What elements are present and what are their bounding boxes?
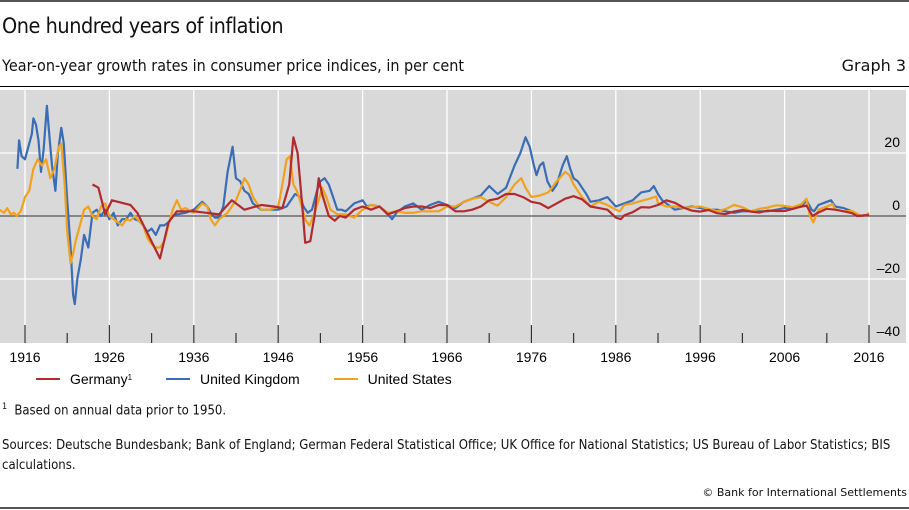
legend-footnote-marker: 1 (127, 372, 133, 382)
legend-label-united-kingdom: United Kingdom (200, 371, 300, 387)
y-tick-label: 20 (884, 134, 900, 150)
legend-item-germany: Germany 1 (36, 371, 132, 387)
legend-item-united-kingdom: United Kingdom (166, 371, 300, 387)
bottom-rule (0, 507, 909, 509)
series-line-united-states (0, 142, 870, 265)
legend-swatch-united-states (333, 378, 358, 380)
series-line-united-kingdom (16, 104, 870, 306)
x-tick-label: 1976 (516, 349, 547, 365)
header-rule (0, 86, 909, 87)
x-tick-label: 1936 (178, 349, 209, 365)
footnote: 1 Based on annual data prior to 1950. (2, 402, 226, 418)
x-tick-labels: 1916 1926 1936 1946 1956 1966 1976 1986 1996 2006… (9, 349, 884, 365)
x-tick-label: 1946 (263, 349, 294, 365)
sources-note: Sources: Deutsche Bundesbank; Bank of En… (2, 438, 891, 473)
y-tick-label: 0 (892, 197, 900, 213)
x-tick-label: 1966 (431, 349, 462, 365)
series-line-germany (91, 136, 870, 260)
y-tick-label: –40 (877, 323, 901, 339)
copyright: © Bank for International Settlements (702, 486, 907, 499)
y-tick-labels: 20 0 –20 –40 (877, 134, 901, 339)
x-ticks (24, 325, 870, 343)
x-tick-label: 1956 (347, 349, 378, 365)
series-group (0, 104, 870, 306)
x-tick-label: 1916 (9, 349, 40, 365)
y-tick-label: –20 (877, 260, 901, 276)
x-tick-label: 1996 (685, 349, 716, 365)
graph-number: Graph 3 (841, 56, 906, 75)
legend-swatch-germany (36, 378, 60, 380)
x-tick-label: 1926 (94, 349, 125, 365)
legend-label-germany: Germany (70, 371, 128, 387)
x-tick-label: 2016 (853, 349, 884, 365)
line-chart: 200–20–40 1916 1926 1936 1946 1956 1966 1976 19… (0, 90, 906, 365)
x-tick-label: 1986 (600, 349, 631, 365)
top-rule (0, 0, 909, 2)
legend: Germany 1 United Kingdom United States (36, 371, 486, 387)
legend-label-united-states: United States (367, 371, 452, 387)
chart-title: One hundred years of inflation (2, 14, 284, 38)
chart-subtitle: Year-on-year growth rates in consumer pr… (2, 56, 465, 75)
legend-swatch-united-kingdom (166, 378, 191, 380)
x-tick-label: 2006 (769, 349, 800, 365)
footnote-marker: 1 (2, 402, 8, 412)
footnote-text: Based on annual data prior to 1950. (14, 403, 227, 419)
legend-item-united-states: United States (333, 371, 452, 387)
